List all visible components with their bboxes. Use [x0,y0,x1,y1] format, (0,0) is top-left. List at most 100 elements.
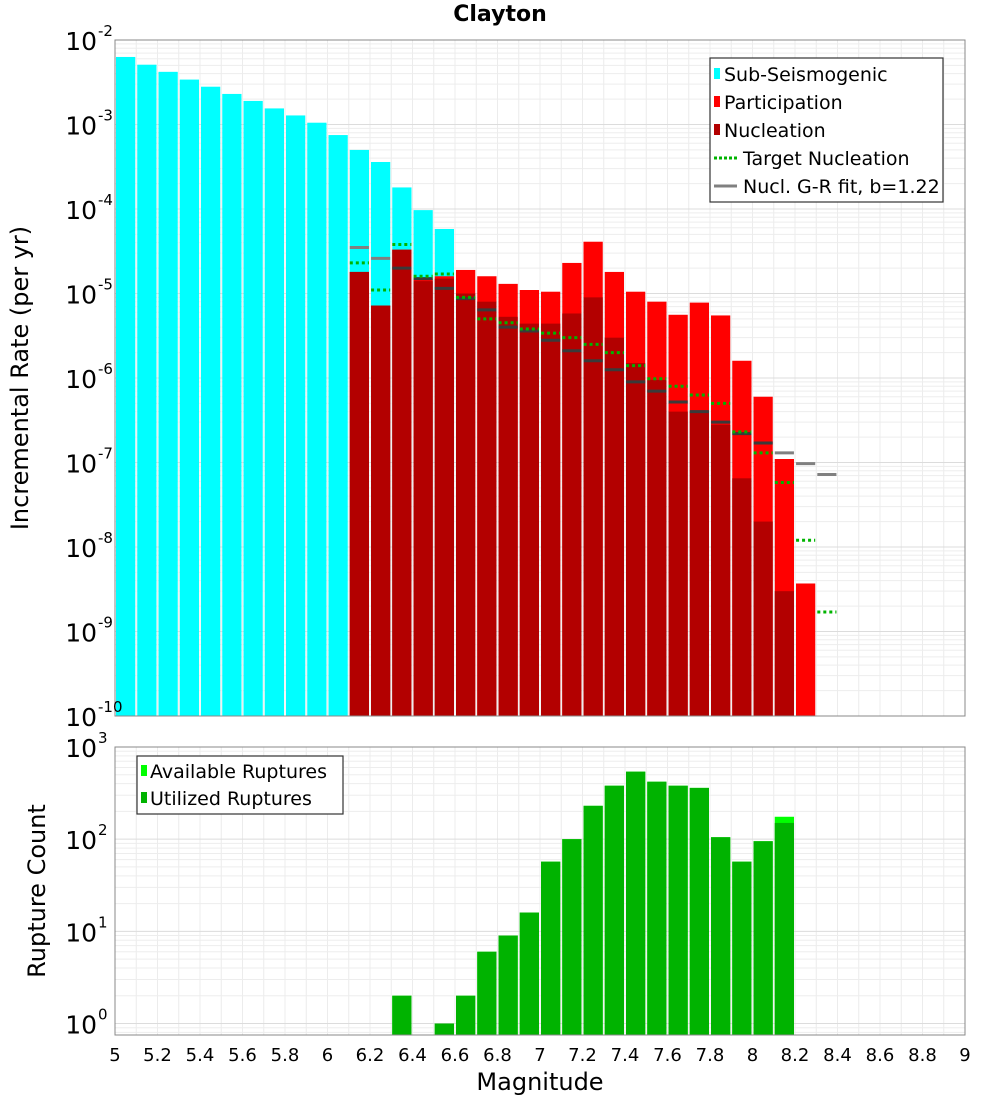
x-tick-label: 8.8 [908,1045,937,1066]
y-tick-exponent: -10 [98,698,123,716]
nucleation-bar [732,478,752,716]
utilized-ruptures-bar [498,935,518,1035]
legend-swatch [141,792,147,803]
y-tick-exponent: -5 [98,276,113,294]
legend-label: Nucl. G-R fit, b=1.22 [743,176,940,198]
nucleation-bar [477,301,497,716]
nucleation-bar [562,313,582,716]
utilized-ruptures-bar [604,785,624,1035]
nucleation-bar [519,323,539,716]
y-tick-exponent: 0 [98,1005,108,1023]
y-tick-exponent: -7 [98,445,113,463]
y-tick-exponent: -3 [98,107,113,125]
utilized-ruptures-bar [668,785,688,1035]
sub-seismogenic-bar [201,86,221,716]
sub-seismogenic-bar [222,93,242,716]
utilized-ruptures-bar [392,995,412,1035]
x-tick-label: 7.6 [653,1045,682,1066]
sub-seismogenic-bar [243,100,263,717]
top-y-axis-label: Incremental Rate (per yr) [6,226,34,530]
utilized-ruptures-bar [774,822,794,1035]
utilized-ruptures-bar [732,861,752,1035]
top-plot-frame [114,39,966,717]
sub-seismogenic-bar [116,56,136,716]
y-tick-label: 10 [65,27,97,56]
legend-swatch [714,124,720,135]
y-tick-exponent: -2 [98,22,113,40]
y-tick-exponent: 2 [98,821,108,839]
utilized-ruptures-bar [541,861,561,1035]
sub-seismogenic-bar [137,64,157,716]
x-tick-label: 8.4 [823,1045,852,1066]
nucleation-bar [711,424,731,716]
x-tick-label: 7.4 [611,1045,640,1066]
y-tick-label: 10 [65,826,97,855]
y-tick-exponent: 1 [98,913,108,931]
x-tick-label: 6.6 [441,1045,470,1066]
legend-label: Utilized Ruptures [150,788,312,810]
y-tick-label: 10 [65,112,97,141]
x-tick-label: 6.8 [483,1045,512,1066]
legend-label: Sub-Seismogenic [724,64,888,86]
x-tick-label: 7 [534,1045,545,1066]
y-tick-label: 10 [65,619,97,648]
y-tick-exponent: -9 [98,614,113,632]
x-axis-label: Magnitude [476,1068,603,1096]
y-tick-exponent: -8 [98,529,113,547]
nucleation-bar [349,271,369,716]
top-legend: Sub-Seismogenic Participation Nucleation Ta… [709,57,944,203]
x-tick-label: 8.6 [866,1045,895,1066]
nucleation-bar [753,521,773,716]
nucleation-bar [604,337,624,716]
nucleation-bar [456,293,476,716]
utilized-ruptures-bar [626,771,646,1035]
utilized-ruptures-bar [562,839,582,1035]
x-tick-label: 7.2 [568,1045,597,1066]
nucleation-bar [371,305,391,716]
utilized-ruptures-bar [753,841,773,1035]
bottom-plot-bars [392,771,794,1035]
utilized-ruptures-bar [711,837,731,1035]
legend-label: Nucleation [724,120,826,142]
bottom-legend-box [136,755,344,815]
y-tick-label: 10 [65,734,97,763]
x-tick-label: 7.8 [696,1045,725,1066]
x-tick-label: 5 [109,1045,120,1066]
legend-swatch [714,68,720,79]
utilized-ruptures-bar [647,781,667,1035]
nucleation-bar [689,411,709,716]
x-tick-labels: 5 5.2 5.4 5.6 5.8 6 6.2 6.4 6.6 6.8 7 7.2 7.4 7.6 7.8 8… [109,1045,970,1066]
nucleation-bar [626,363,646,716]
bottom-plot-frame [114,746,966,1036]
sub-seismogenic-bar [307,122,327,717]
sub-seismogenic-bar [286,115,306,717]
nucleation-bar [647,379,667,716]
utilized-ruptures-bar [583,805,603,1035]
y-tick-label: 10 [65,703,97,732]
top-plot-bars [116,56,816,717]
y-tick-exponent: 3 [98,729,108,747]
x-tick-label: 5.8 [271,1045,300,1066]
legend-label: Participation [724,92,843,114]
chart-title: Clayton [453,2,547,27]
utilized-ruptures-bar [456,995,476,1035]
x-tick-label: 9 [959,1045,970,1066]
nucleation-bar [392,249,412,716]
y-tick-exponent: -6 [98,360,113,378]
y-tick-label: 10 [65,365,97,394]
utilized-ruptures-bar [519,912,539,1035]
sub-seismogenic-bar [158,71,178,716]
utilized-ruptures-bar [689,787,709,1035]
nucleation-bar [434,278,454,716]
legend-label: Target Nucleation [742,148,910,170]
bottom-y-axis-label: Rupture Count [23,804,51,978]
bottom-legend: Available Ruptures Utilized Ruptures [136,755,344,815]
x-tick-label: 6 [322,1045,333,1066]
legend-swatch [714,96,720,107]
y-tick-label: 10 [65,196,97,225]
y-tick-label: 10 [65,918,97,947]
x-tick-label: 5.2 [143,1045,172,1066]
